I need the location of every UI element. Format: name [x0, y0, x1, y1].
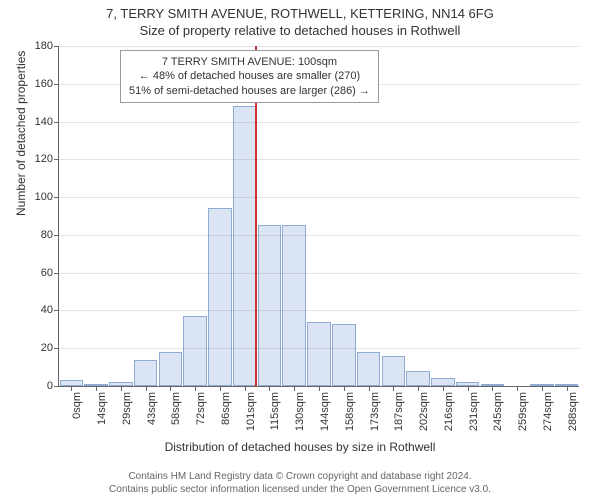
- footer: Contains HM Land Registry data © Crown c…: [0, 471, 600, 496]
- x-tick-label: 101sqm: [245, 392, 257, 431]
- bar: [159, 352, 183, 386]
- x-tick: [492, 386, 493, 391]
- y-tick-label: 100: [35, 191, 53, 203]
- x-tick: [294, 386, 295, 391]
- x-tick-label: 173sqm: [369, 392, 381, 431]
- x-tick: [344, 386, 345, 391]
- title-subtitle: Size of property relative to detached ho…: [0, 21, 600, 38]
- bar: [307, 322, 331, 386]
- x-tick: [71, 386, 72, 391]
- x-tick-label: 29sqm: [121, 392, 133, 425]
- x-tick: [220, 386, 221, 391]
- x-tick-label: 86sqm: [220, 392, 232, 425]
- y-axis-label: Number of detached properties: [14, 51, 28, 216]
- grid-line: [59, 310, 579, 311]
- x-tick-label: 245sqm: [492, 392, 504, 431]
- grid-line: [59, 159, 579, 160]
- y-tick: [54, 235, 59, 236]
- y-tick-label: 180: [35, 40, 53, 52]
- title-address: 7, TERRY SMITH AVENUE, ROTHWELL, KETTERI…: [0, 0, 600, 21]
- x-tick: [567, 386, 568, 391]
- x-tick-label: 216sqm: [443, 392, 455, 431]
- x-tick: [443, 386, 444, 391]
- x-tick: [146, 386, 147, 391]
- y-tick-label: 80: [41, 229, 53, 241]
- bar: [258, 225, 282, 386]
- x-tick-label: 202sqm: [418, 392, 430, 431]
- y-tick: [54, 348, 59, 349]
- y-tick: [54, 386, 59, 387]
- x-tick: [96, 386, 97, 391]
- y-tick-label: 40: [41, 304, 53, 316]
- x-tick: [418, 386, 419, 391]
- x-axis-label: Distribution of detached houses by size …: [0, 440, 600, 454]
- y-tick: [54, 197, 59, 198]
- grid-line: [59, 122, 579, 123]
- x-tick: [195, 386, 196, 391]
- bar: [431, 378, 455, 386]
- x-tick-label: 115sqm: [269, 392, 281, 430]
- bar: [357, 352, 381, 386]
- x-tick-label: 288sqm: [567, 392, 579, 431]
- x-tick-label: 14sqm: [96, 392, 108, 425]
- info-line-3: 51% of semi-detached houses are larger (…: [129, 84, 370, 98]
- y-tick-label: 140: [35, 116, 53, 128]
- x-tick: [245, 386, 246, 391]
- x-tick-label: 274sqm: [542, 392, 554, 431]
- footer-line-1: Contains HM Land Registry data © Crown c…: [0, 471, 600, 484]
- bar: [282, 225, 306, 386]
- bar: [332, 324, 356, 386]
- x-tick: [269, 386, 270, 391]
- x-tick: [170, 386, 171, 391]
- bar: [406, 371, 430, 386]
- x-tick: [319, 386, 320, 391]
- y-tick: [54, 84, 59, 85]
- info-line-2: ← 48% of detached houses are smaller (27…: [129, 69, 370, 83]
- x-tick-label: 187sqm: [393, 392, 405, 431]
- y-tick: [54, 273, 59, 274]
- grid-line: [59, 197, 579, 198]
- bar: [183, 316, 207, 386]
- bar: [382, 356, 406, 386]
- x-tick: [369, 386, 370, 391]
- y-tick: [54, 159, 59, 160]
- bar: [134, 360, 158, 386]
- x-tick: [517, 386, 518, 391]
- bar: [233, 106, 257, 386]
- chart-container: 7, TERRY SMITH AVENUE, ROTHWELL, KETTERI…: [0, 0, 600, 500]
- y-tick: [54, 46, 59, 47]
- grid-line: [59, 46, 579, 47]
- y-tick-label: 20: [41, 342, 53, 354]
- x-tick-label: 58sqm: [170, 392, 182, 425]
- x-tick-label: 259sqm: [517, 392, 529, 431]
- x-tick-label: 231sqm: [468, 392, 480, 431]
- y-tick-label: 60: [41, 267, 53, 279]
- y-tick-label: 0: [47, 380, 53, 392]
- x-tick-label: 72sqm: [195, 392, 207, 425]
- x-tick-label: 144sqm: [319, 392, 331, 431]
- x-tick-label: 0sqm: [71, 392, 83, 419]
- x-tick-label: 43sqm: [146, 392, 158, 425]
- x-tick: [468, 386, 469, 391]
- grid-line: [59, 235, 579, 236]
- grid-line: [59, 348, 579, 349]
- x-tick-label: 158sqm: [344, 392, 356, 431]
- x-tick: [121, 386, 122, 391]
- y-tick: [54, 310, 59, 311]
- y-tick: [54, 122, 59, 123]
- x-tick-label: 130sqm: [294, 392, 306, 431]
- footer-line-2: Contains public sector information licen…: [0, 484, 600, 497]
- grid-line: [59, 273, 579, 274]
- info-box: 7 TERRY SMITH AVENUE: 100sqm ← 48% of de…: [120, 50, 379, 103]
- y-tick-label: 160: [35, 78, 53, 90]
- y-tick-label: 120: [35, 153, 53, 165]
- x-tick: [542, 386, 543, 391]
- info-line-1: 7 TERRY SMITH AVENUE: 100sqm: [129, 55, 370, 69]
- x-tick: [393, 386, 394, 391]
